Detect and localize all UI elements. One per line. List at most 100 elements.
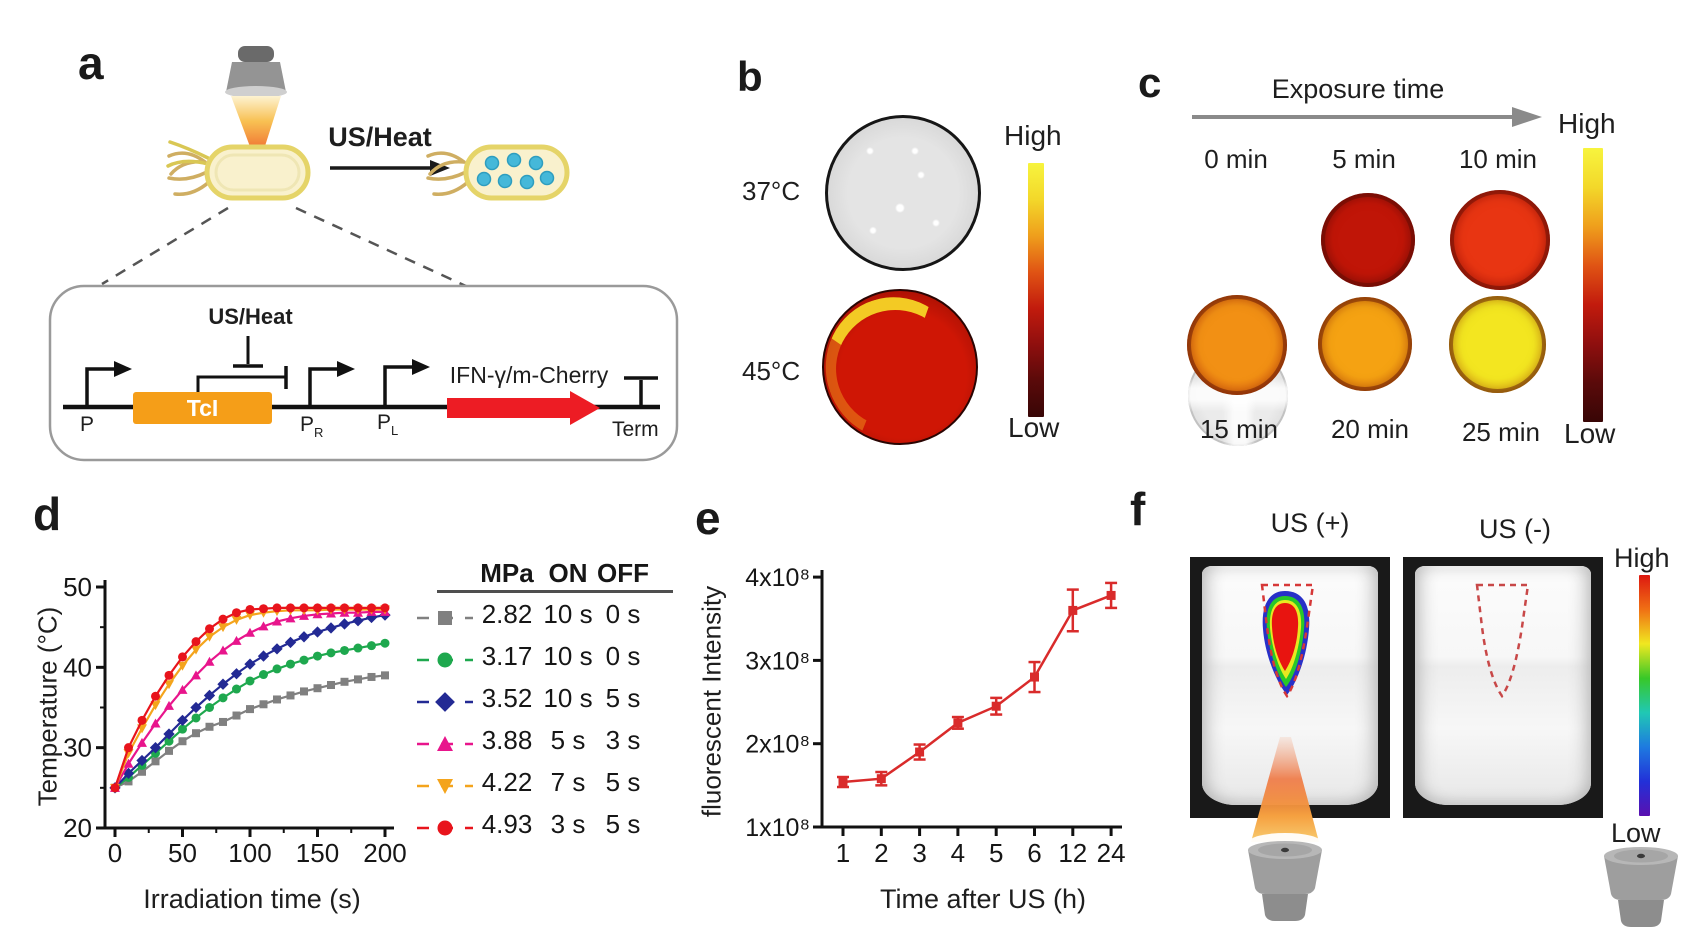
d-legend-rule [437,590,673,593]
panel-a-letter: a [78,37,104,89]
legend-marker-2.82 [415,604,475,625]
colorbar-f-high-label: High [1614,543,1670,573]
dish-45-label: 45°C [742,356,801,386]
well-5min [1321,193,1415,287]
e-x-axis-title: Time after US (h) [879,884,1087,914]
ultrasound-beam-f [1251,737,1319,842]
svg-text:50: 50 [168,838,197,868]
heat-colorbar-c [1583,148,1603,422]
bacterium-on-icon [426,144,570,201]
svg-text:6: 6 [1027,838,1041,868]
transducer-icon [225,46,287,98]
colorbar-c-low-label: Low [1564,418,1616,449]
legend-mpa-value: 3.52 [481,682,533,713]
series-3.17 [110,638,390,793]
legend-marker-3.17 [415,646,475,668]
repressor-gene-box: TcI [133,392,272,424]
dish-37-label: 37°C [742,176,801,206]
output-gene-arrow [447,391,600,425]
d-x-axis-title: Irradiation time (s) [143,884,361,914]
legend-on-value: 10 s [543,682,593,713]
legend-mpa-value: 3.17 [481,640,533,671]
legend-mpa-value: 4.22 [481,766,533,797]
time-0min-label: 0 min [1204,144,1268,174]
svg-text:100: 100 [228,838,271,868]
svg-text:200: 200 [363,838,406,868]
e-y-axis-title: fluorescent Intensity [696,585,727,818]
bacterium-off-icon [166,140,311,201]
mcherry-dots [476,152,555,190]
d-legend-row: 3.17 10 s 0 s [415,635,675,677]
phantom-cylinder [1415,566,1591,805]
d-legend: MPa ON OFF 2.82 10 s 0 s 3.17 10 s 0 s 3… [415,556,675,845]
svg-text:12: 12 [1058,838,1087,868]
promoter-p-label: P [80,413,95,436]
legend-off-value: 0 s [605,640,641,671]
fluorescence-series [837,581,1118,789]
legend-on-value: 10 s [543,598,593,629]
output-gene-label: IFN-γ/m-Cherry [449,362,609,388]
well-10min [1450,190,1550,290]
dashed-connectors [101,206,469,289]
d-legend-row: 3.88 5 s 3 s [415,719,675,761]
svg-text:3x10⁸: 3x10⁸ [745,647,810,675]
colorbar-b-high-label: High [1004,120,1062,151]
legend-off-value: 3 s [605,724,641,755]
legend-on-value: 10 s [543,640,593,671]
ultrasound-beam-icon [231,96,281,168]
svg-text:1: 1 [836,838,850,868]
exposure-time-arrow [1192,107,1542,127]
time-10min-label: 10 min [1458,144,1538,174]
svg-text:20: 20 [63,813,92,843]
d-y-axis-title: Temperature (°C) [32,606,63,807]
d-legend-row: 2.82 10 s 0 s [415,593,675,635]
d-legend-row: 4.93 3 s 5 s [415,803,675,845]
legend-mpa-value: 4.93 [481,808,533,839]
legend-marker-3.52 [415,688,475,712]
svg-text:2x10⁸: 2x10⁸ [745,731,810,759]
legend-header-off: OFF [597,557,649,588]
legend-off-value: 5 s [605,808,641,839]
svg-text:4: 4 [951,838,965,868]
legend-off-value: 5 s [605,682,641,713]
legend-off-value: 0 s [605,598,641,629]
us-plus-title: US (+) [1270,508,1350,538]
time-5min-label: 5 min [1332,144,1396,174]
svg-text:50: 50 [63,572,92,602]
svg-text:5: 5 [989,838,1003,868]
promoter-pr-label: PR [300,413,324,440]
panel-f-overlay [1248,583,1678,927]
rainbow-colorbar-f [1639,575,1650,816]
time-20min-label: 20 min [1330,414,1410,444]
series-4.93 [110,603,390,793]
panel-b-letter: b [737,53,763,100]
us-minus-title: US (-) [1479,514,1551,544]
d-legend-row: 3.52 10 s 5 s [415,677,675,719]
colorbar-b-low-label: Low [1008,412,1060,443]
thermal-dish-45 [822,289,978,445]
panel-e-letter: e [695,492,721,544]
promoter-pl-label: PL [377,411,399,438]
legend-on-value: 7 s [550,766,586,797]
legend-header-on: ON [548,557,588,588]
legend-on-value: 5 s [550,724,586,755]
photo-us-minus [1403,557,1603,818]
roi-outline-us-minus [1475,583,1530,699]
svg-text:150: 150 [296,838,339,868]
panel-f-letter: f [1130,483,1146,535]
beam-label: US/Heat [328,122,432,152]
well-25min [1449,296,1546,393]
panel-a-schematic [48,46,679,462]
d-legend-header: MPa ON OFF [415,556,675,590]
svg-text:3: 3 [912,838,926,868]
svg-text:30: 30 [63,733,92,763]
colorbar-f-low-label: Low [1611,818,1661,848]
svg-text:2: 2 [874,838,888,868]
transducer-us-minus [1604,847,1678,927]
terminator-label: Term [612,418,659,441]
svg-text:24: 24 [1097,838,1126,868]
legend-marker-4.22 [415,772,475,794]
us-heat-arrow [330,160,450,176]
